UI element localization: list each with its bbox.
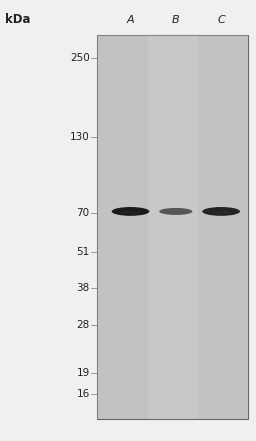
- Text: 130: 130: [70, 132, 90, 142]
- Ellipse shape: [167, 211, 185, 213]
- Text: 16: 16: [76, 389, 90, 399]
- Text: B: B: [172, 15, 180, 25]
- Bar: [148, 35, 198, 419]
- Ellipse shape: [211, 211, 231, 214]
- Text: 19: 19: [76, 367, 90, 377]
- Text: C: C: [217, 15, 225, 25]
- Ellipse shape: [112, 207, 150, 216]
- Bar: [198, 35, 248, 419]
- Text: 38: 38: [76, 283, 90, 293]
- Ellipse shape: [159, 208, 193, 215]
- Text: 28: 28: [76, 320, 90, 330]
- Text: 70: 70: [77, 208, 90, 218]
- Text: 51: 51: [76, 247, 90, 257]
- Ellipse shape: [202, 207, 240, 216]
- Text: kDa: kDa: [5, 13, 31, 26]
- Text: A: A: [127, 15, 134, 25]
- Bar: [97, 35, 248, 419]
- Text: 250: 250: [70, 52, 90, 63]
- Bar: [97, 35, 148, 419]
- Ellipse shape: [120, 211, 141, 214]
